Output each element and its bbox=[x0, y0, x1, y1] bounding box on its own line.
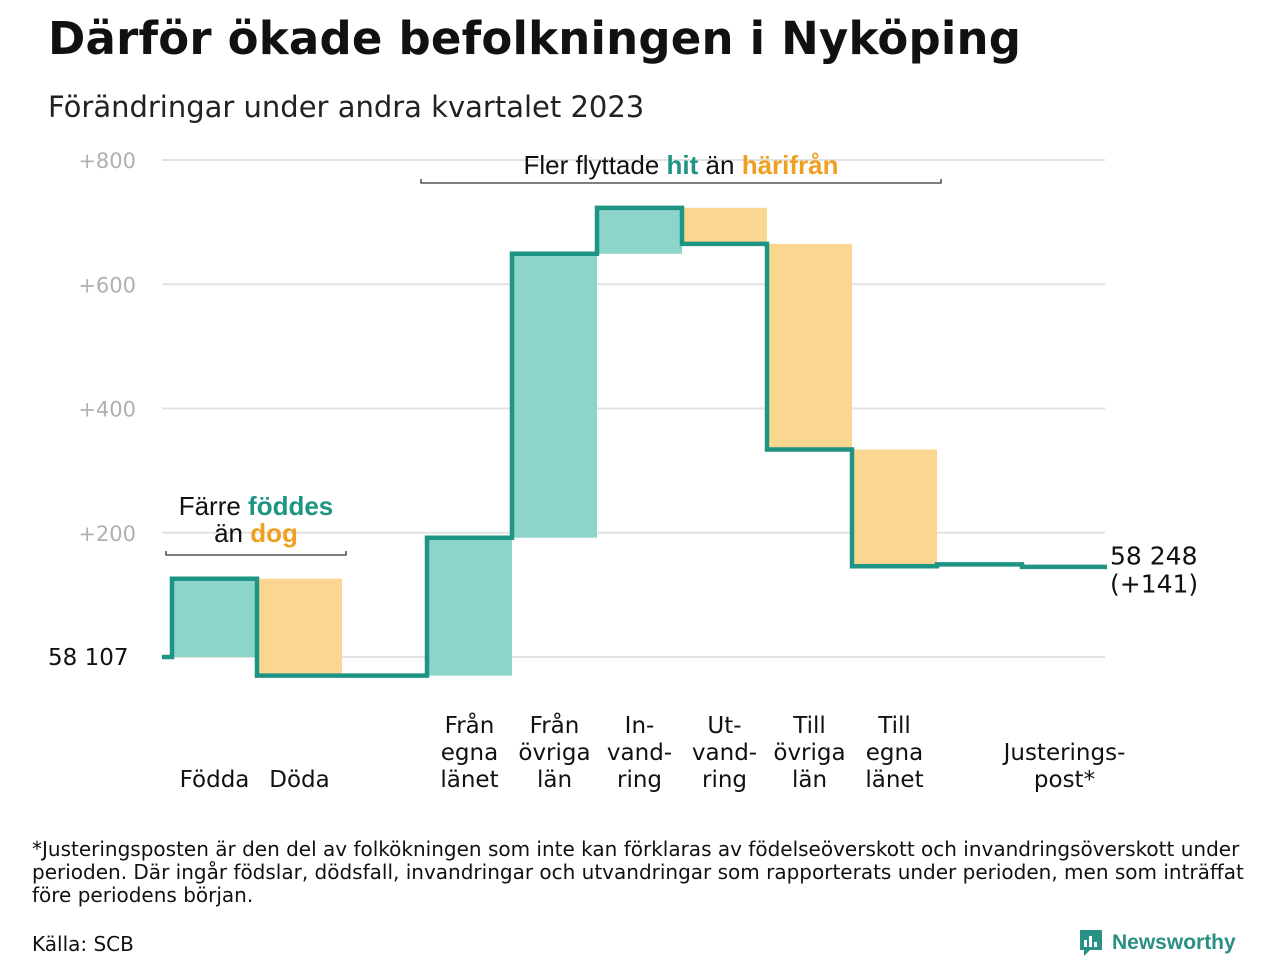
waterfall-bar bbox=[852, 449, 937, 567]
waterfall-bar bbox=[767, 243, 852, 450]
annotation-births-line2: än dog bbox=[214, 518, 298, 548]
category-label: Justerings- bbox=[1002, 740, 1126, 766]
category-label: Till bbox=[877, 713, 911, 739]
annotation-migration-bracket bbox=[420, 179, 942, 184]
category-label: Till bbox=[792, 713, 826, 739]
y-tick-label: +200 bbox=[78, 522, 136, 546]
source: Källa: SCB bbox=[32, 932, 134, 956]
category-label: vand- bbox=[692, 740, 757, 766]
category-label: länet bbox=[440, 767, 498, 793]
cumulative-step-line bbox=[162, 205, 1107, 678]
category-label: Ut- bbox=[707, 713, 741, 739]
category-label: Födda bbox=[180, 767, 250, 793]
category-label: Från bbox=[530, 711, 580, 739]
category-label: Från bbox=[445, 711, 495, 739]
step-line bbox=[162, 205, 1107, 678]
waterfall-bar bbox=[257, 578, 342, 676]
waterfall-bar bbox=[597, 207, 682, 254]
y-tick-label: +400 bbox=[78, 398, 136, 422]
page-title: Därför ökade befolkningen i Nyköping bbox=[48, 12, 1022, 65]
grid-lines: +800 +600 +400 +200 bbox=[78, 149, 1105, 658]
waterfall-bar bbox=[512, 253, 597, 538]
category-label: egna bbox=[441, 740, 498, 766]
category-label: övriga bbox=[773, 740, 845, 766]
annotation-migration-line: Fler flyttade hit än härifrån bbox=[523, 150, 838, 180]
y-tick-label: +600 bbox=[78, 273, 136, 297]
category-label: län bbox=[792, 767, 827, 793]
newsworthy-logo-icon bbox=[1080, 930, 1102, 956]
category-label: ring bbox=[702, 767, 747, 793]
annotation-births-line1: Färre föddes bbox=[179, 491, 334, 521]
brand-logo: Newsworthy bbox=[1078, 926, 1236, 960]
waterfall-bar bbox=[427, 537, 512, 676]
category-label: In- bbox=[625, 713, 655, 739]
category-label: länet bbox=[865, 767, 923, 793]
category-label: övriga bbox=[518, 740, 590, 766]
category-label: post* bbox=[1034, 767, 1095, 793]
category-label: Döda bbox=[269, 767, 329, 793]
waterfall-bar bbox=[172, 578, 257, 657]
end-change-label: (+141) bbox=[1110, 569, 1198, 598]
annotation-births-bracket bbox=[165, 551, 347, 556]
brand-name: Newsworthy bbox=[1112, 931, 1236, 954]
start-value-label: 58 107 bbox=[48, 645, 128, 671]
footnote: *Justeringsposten är den del av folkökni… bbox=[32, 837, 1244, 907]
bars bbox=[172, 207, 937, 676]
waterfall-bar bbox=[682, 207, 767, 244]
y-tick-label: +800 bbox=[78, 149, 136, 173]
category-label: egna bbox=[866, 740, 923, 766]
end-value-label: 58 248 bbox=[1110, 541, 1197, 570]
category-label: ring bbox=[617, 767, 662, 793]
chart-subtitle: Förändringar under andra kvartalet 2023 bbox=[48, 90, 645, 124]
category-label: vand- bbox=[607, 740, 672, 766]
category-label: län bbox=[537, 767, 572, 793]
